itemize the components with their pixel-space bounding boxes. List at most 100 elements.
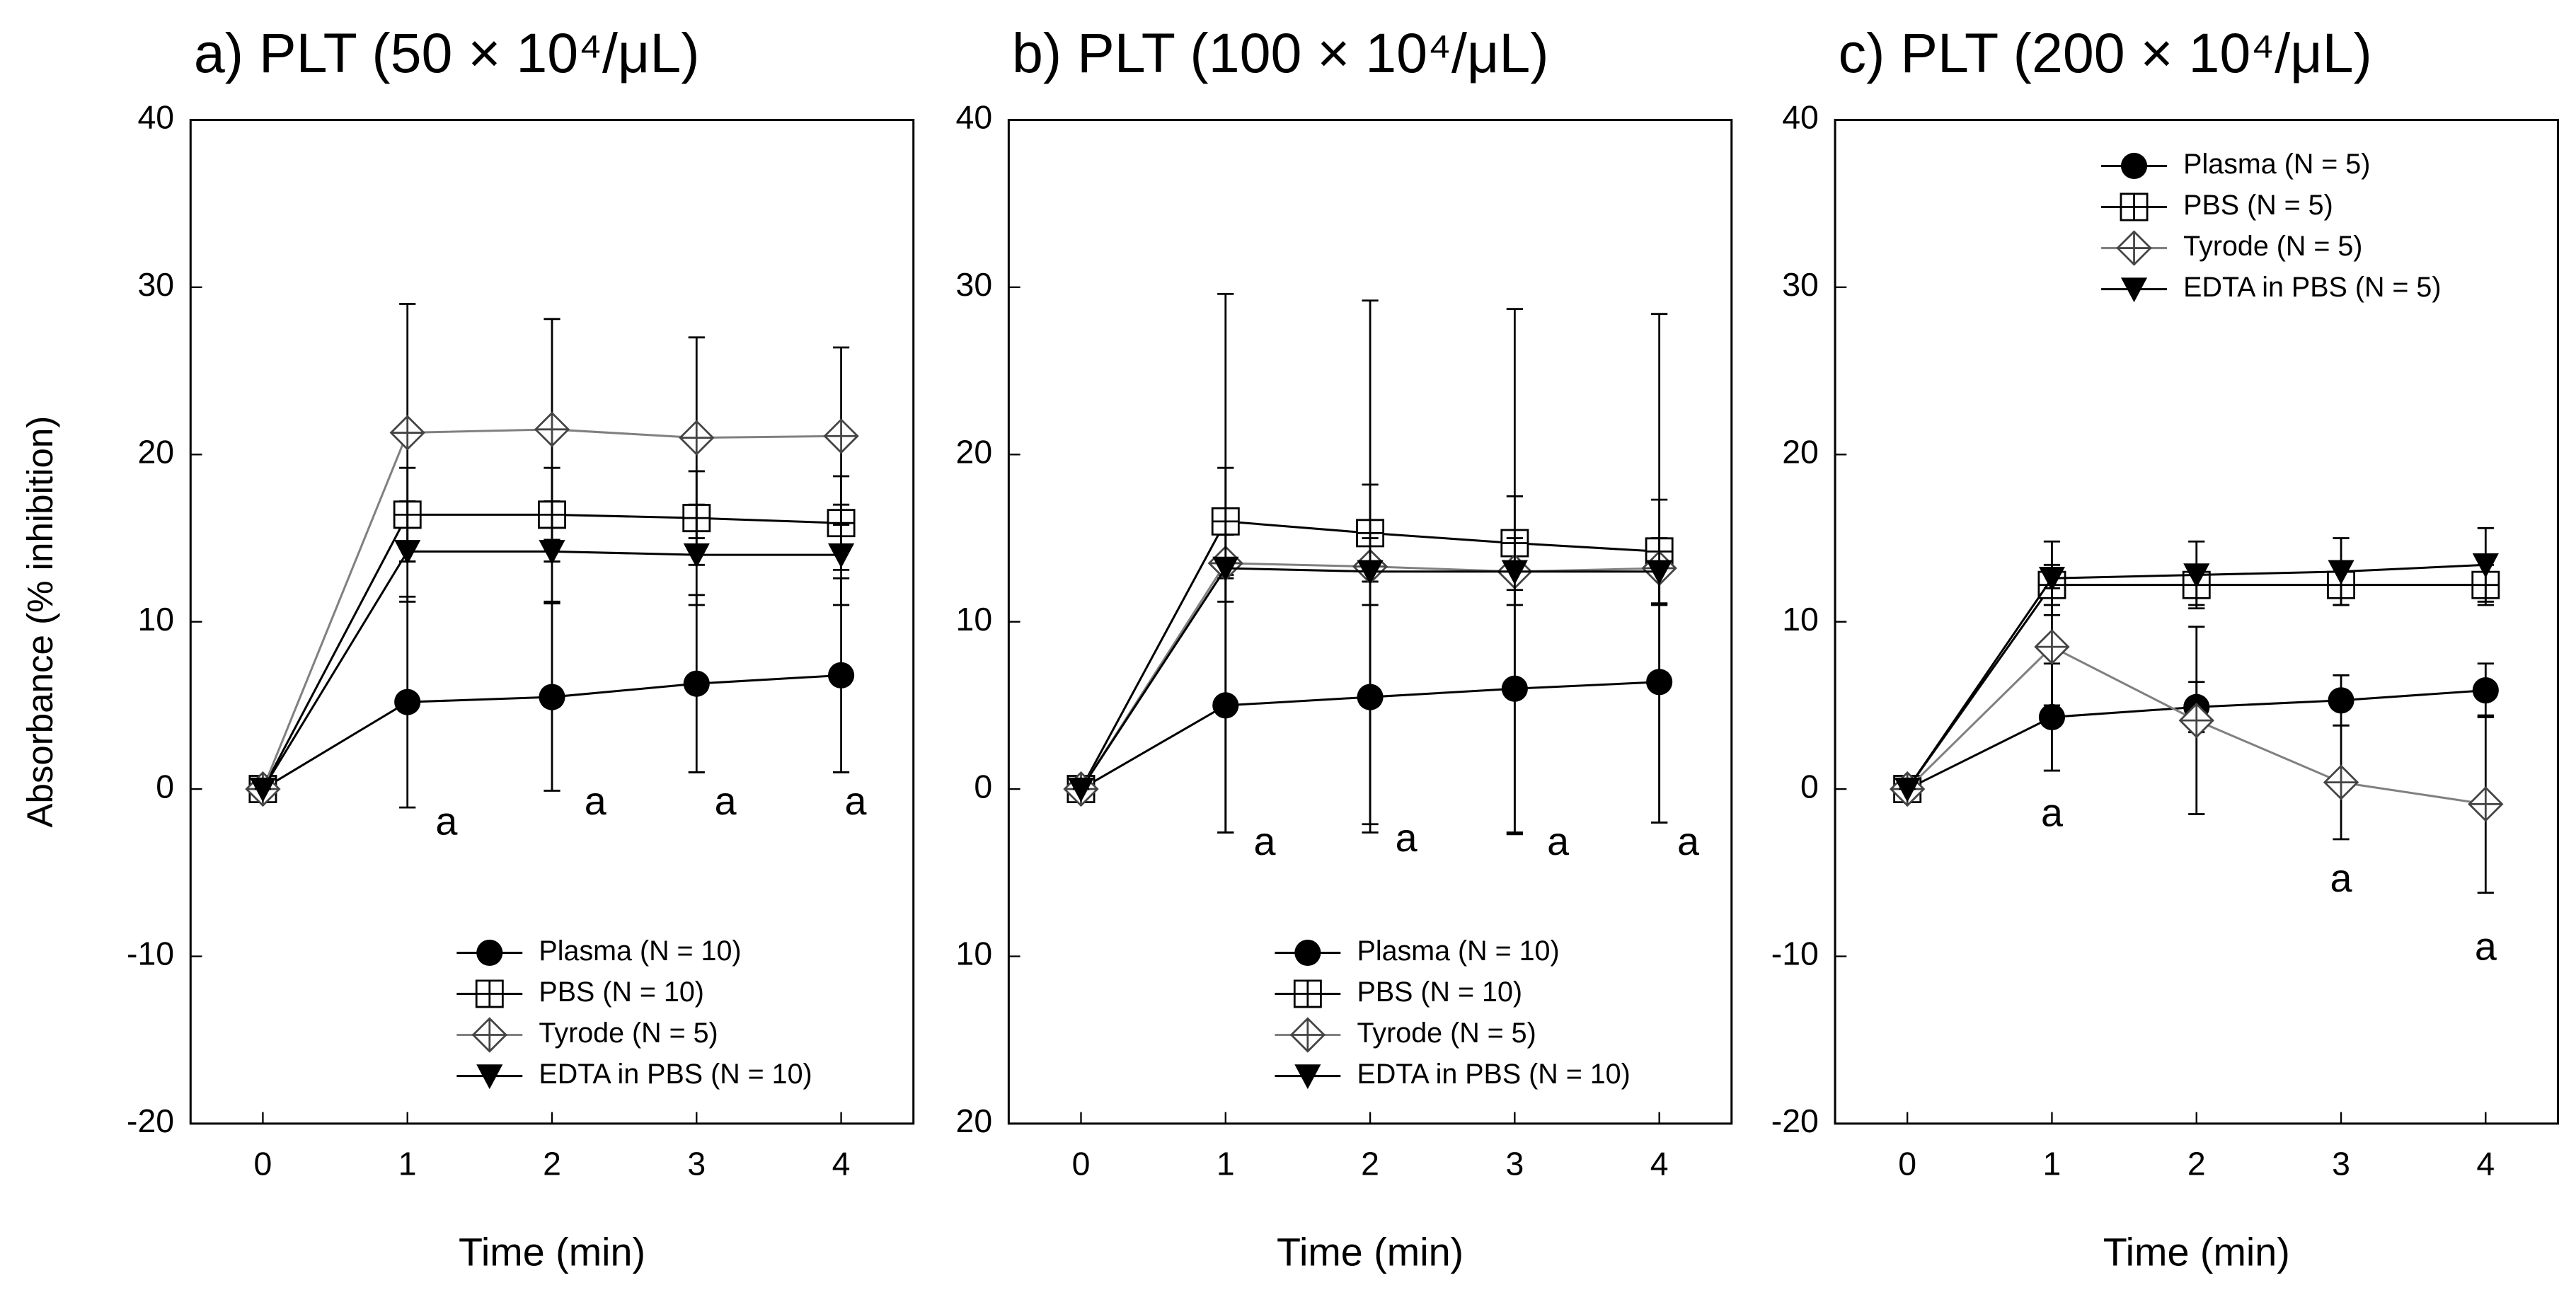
x-tick-label: 0 [1072,1145,1091,1182]
marker [2323,764,2359,800]
marker [828,543,855,568]
y-tick-label: 0 [1800,768,1819,805]
x-tick-label: 0 [254,1145,272,1182]
panel-title: a) PLT (50 × 10⁴/μL) [194,22,700,84]
marker [539,684,565,710]
legend-label: EDTA in PBS (N = 10) [1357,1059,1631,1090]
x-axis-label: Time (min) [2103,1230,2290,1274]
marker [823,418,859,454]
marker [679,420,715,456]
marker [683,670,710,697]
legend-marker [2120,192,2149,221]
y-tick-label: 30 [137,266,174,303]
marker [2038,703,2066,730]
y-tick-label: 30 [1782,266,1819,303]
annotation: a [435,799,457,843]
y-tick-label: 10 [956,935,993,972]
x-tick-label: 3 [2332,1145,2350,1182]
marker [539,540,565,565]
x-tick-label: 2 [543,1145,561,1182]
marker [1894,777,1921,802]
legend-marker [476,939,503,967]
x-tick-label: 4 [1650,1145,1669,1182]
marker [389,415,425,451]
x-axis-label: Time (min) [459,1230,645,1274]
marker [2472,553,2499,578]
marker [2328,560,2354,585]
marker [683,543,710,568]
legend-label: PBS (N = 10) [539,976,704,1008]
x-tick-label: 3 [1505,1145,1524,1182]
marker [828,662,855,689]
legend-marker [1293,979,1322,1008]
y-tick-label: 20 [956,434,993,471]
marker [249,777,276,802]
panel: b) PLT (100 × 10⁴/μL) 20 10 0 10 20 30 40 0 1 2 3 4 T… [956,22,1733,1274]
y-tick-label: -10 [127,935,174,972]
legend-label: PBS (N = 10) [1357,976,1523,1008]
legend-marker [1289,1017,1326,1053]
y-tick-label: 40 [956,99,993,136]
y-tick-label: 20 [956,1102,993,1139]
legend-label: Plasma (N = 10) [1357,935,1560,967]
y-tick-label: 0 [974,768,992,805]
panel-title: b) PLT (100 × 10⁴/μL) [1012,22,1549,84]
legend-label: EDTA in PBS (N = 5) [2183,272,2441,303]
y-tick-label: -10 [1771,935,1819,972]
annotation: a [1547,819,1569,863]
marker [1212,556,1239,582]
annotation: a [1677,819,1699,863]
y-tick-label: 40 [1782,99,1819,136]
legend-marker [2120,152,2148,180]
plot-frame [1834,118,2559,1125]
marker [1501,560,1528,585]
legend-label: Tyrode (N = 5) [2183,231,2362,262]
y-axis-label: Absorbance (% inhibition) [20,416,60,828]
y-tick-label: 20 [137,434,174,471]
marker [1067,777,1095,802]
x-tick-label: 1 [1217,1145,1235,1182]
legend-marker [2120,277,2148,303]
marker [534,411,570,448]
y-tick-label: -20 [127,1102,174,1139]
annotation: a [845,779,867,823]
legend-label: EDTA in PBS (N = 10) [539,1059,812,1090]
legend-marker [2116,230,2152,266]
y-tick-label: 30 [956,266,993,303]
marker [2468,786,2504,822]
marker [1646,560,1673,585]
x-axis-label: Time (min) [1277,1230,1464,1274]
panel-title: c) PLT (200 × 10⁴/μL) [1839,22,2372,84]
panel: a) PLT (50 × 10⁴/μL) -20 -10 0 10 20 30 40 0 1 2 3 4… [20,22,915,1274]
y-tick-label: -20 [1771,1102,1819,1139]
y-tick-label: 20 [1782,434,1819,471]
legend-label: Tyrode (N = 5) [1357,1018,1536,1049]
legend-marker [471,1017,507,1053]
legend-marker [475,979,504,1008]
legend-marker [476,1064,503,1090]
annotation: a [2330,856,2352,900]
annotation: a [2475,925,2497,969]
marker [394,689,421,715]
y-tick-label: 40 [137,99,174,136]
legend-label: Plasma (N = 10) [539,935,741,967]
annotation: a [1253,819,1275,863]
annotation: a [715,779,737,823]
panel: c) PLT (200 × 10⁴/μL) -20 -10 0 10 20 30 40 0 1 2 3… [1771,22,2559,1274]
marker [394,540,421,565]
marker [2038,566,2066,592]
marker [1357,560,1384,585]
x-tick-label: 0 [1898,1145,1916,1182]
marker [2178,702,2214,739]
y-tick-label: 10 [956,601,993,638]
annotation: a [585,779,606,823]
x-tick-label: 3 [687,1145,706,1182]
x-tick-label: 4 [2476,1145,2495,1182]
marker [2183,563,2210,589]
marker [2472,677,2499,704]
x-tick-label: 1 [2043,1145,2062,1182]
y-tick-label: 0 [156,768,174,805]
x-tick-label: 1 [398,1145,417,1182]
marker [2034,628,2070,665]
